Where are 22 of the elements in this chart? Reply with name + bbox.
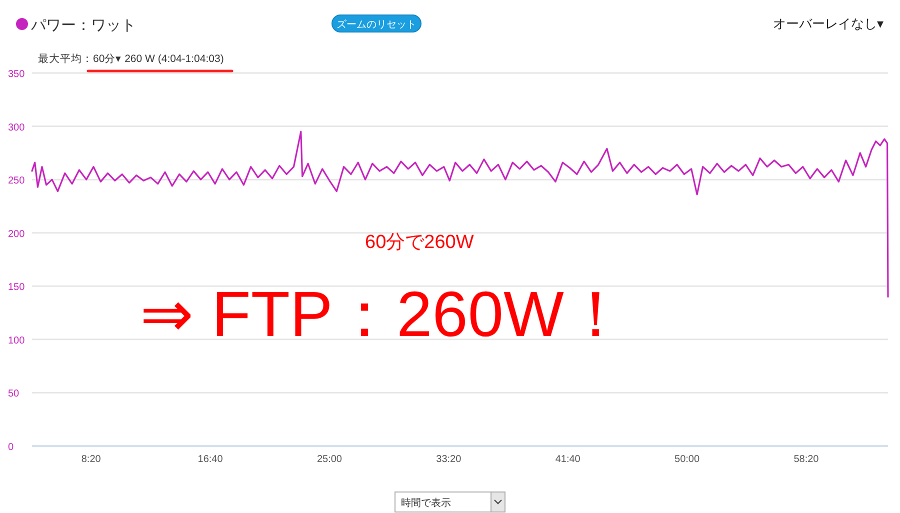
annotation: 60分で260W	[365, 232, 474, 253]
ytick: 0	[8, 442, 14, 453]
x-tick-label: 50:00	[674, 454, 700, 465]
ytick: 350	[8, 69, 25, 80]
text: 最大平均：60分▾ 260 W (4:04-1:04:03)	[38, 52, 224, 65]
ytick: 300	[8, 122, 25, 134]
annotation: ⇒ FTP：260W！	[140, 278, 628, 350]
ytick: 250	[8, 176, 25, 187]
ytick: 50	[8, 388, 20, 400]
text: 時間で表示	[401, 497, 451, 509]
x-tick-label: 25:00	[316, 454, 342, 465]
text: ズームのリセット	[336, 18, 416, 30]
ytick: 100	[8, 335, 25, 346]
x-tick-label: 58:20	[794, 454, 820, 465]
x-tick-label: 8:20	[81, 454, 102, 465]
ytick: 150	[8, 282, 25, 294]
x-tick-label: 41:40	[555, 454, 581, 465]
text: オーバーレイなし▾	[773, 16, 884, 31]
legend-label: パワー：ワット	[30, 17, 136, 34]
ytick: 200	[8, 228, 25, 240]
x-tick-label: 16:40	[198, 454, 224, 465]
x-tick-label: 33:20	[436, 454, 462, 465]
